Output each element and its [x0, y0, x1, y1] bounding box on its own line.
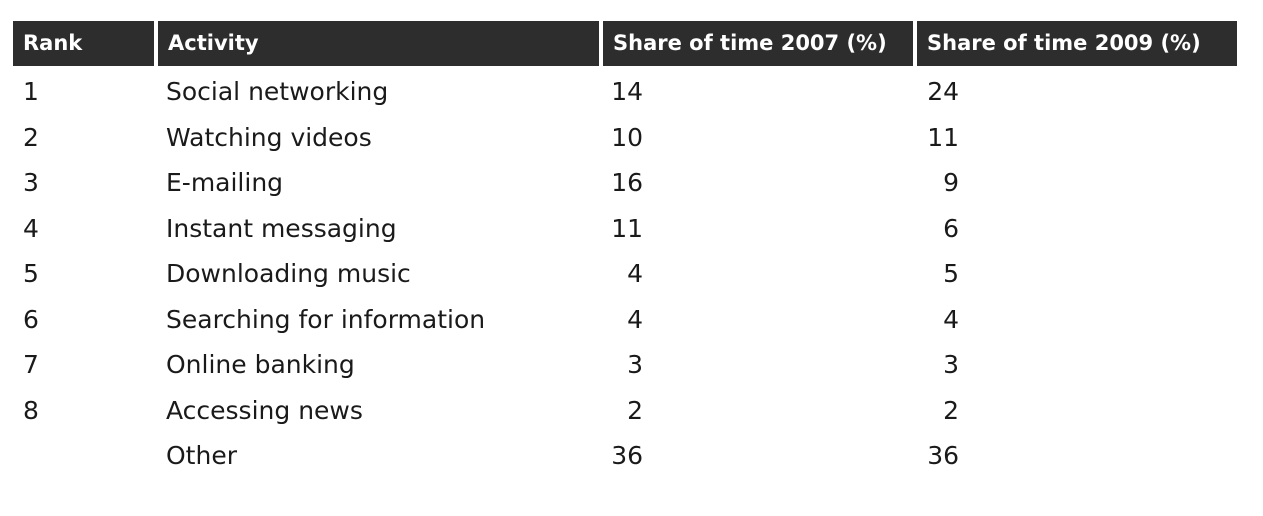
share-2007-cell: 10: [611, 122, 643, 152]
table-header-row: Rank Activity Share of time 2007 (%) Sha…: [13, 21, 1237, 66]
header-rank: Rank: [13, 21, 154, 66]
table-row: 6 Searching for information 4 4: [13, 297, 1237, 343]
rank-cell: 8: [23, 395, 39, 425]
share-2009-cell: 6: [943, 213, 959, 243]
table-row: 4 Instant messaging 11 6: [13, 206, 1237, 252]
table-row: 5 Downloading music 4 5: [13, 251, 1237, 297]
rank-cell: 6: [23, 304, 39, 334]
share-2009-cell: 24: [927, 77, 959, 106]
share-2009-cell: 3: [943, 350, 959, 379]
share-2009-cell: 36: [927, 441, 959, 470]
share-2009-cell: 4: [943, 304, 959, 334]
rank-cell: 1: [23, 77, 39, 106]
rank-cell: 4: [23, 213, 39, 243]
activity-cell: E-mailing: [166, 168, 284, 197]
share-2007-cell: 2: [627, 395, 643, 425]
activity-cell: Downloading music: [166, 259, 411, 288]
table-body: 1 Social networking 14 24 2 Watching videos 10…: [13, 66, 1237, 479]
share-2007-cell: 36: [611, 441, 643, 470]
rank-cell: 3: [23, 168, 39, 197]
header-share-2009: Share of time 2009 (%): [917, 21, 1237, 66]
share-2007-cell: 4: [627, 259, 643, 288]
table-row: 1 Social networking 14 24: [13, 69, 1237, 115]
share-2007-cell: 4: [627, 304, 643, 334]
share-2009-cell: 9: [943, 168, 959, 197]
table-row: Other 36 36: [13, 433, 1237, 479]
share-2007-cell: 3: [627, 350, 643, 379]
activity-cell: Instant messaging: [166, 213, 397, 243]
share-2009-cell: 2: [943, 395, 959, 425]
activity-cell: Searching for information: [166, 304, 486, 334]
activity-share-table: Rank Activity Share of time 2007 (%) Sha…: [13, 21, 1237, 479]
rank-cell: 2: [23, 122, 39, 152]
share-2007-cell: 16: [611, 168, 643, 197]
table-row: 8 Accessing news 2 2: [13, 388, 1237, 434]
activity-cell: Watching videos: [166, 122, 372, 152]
header-activity: Activity: [158, 21, 599, 66]
rank-cell: 7: [23, 350, 39, 379]
activity-cell: Online banking: [166, 350, 355, 379]
activity-cell: Accessing news: [166, 395, 363, 425]
rank-cell: 5: [23, 259, 39, 288]
share-2009-cell: 11: [927, 122, 959, 152]
activity-cell: Other: [166, 441, 237, 470]
table-row: 7 Online banking 3 3: [13, 342, 1237, 388]
share-2007-cell: 14: [611, 77, 643, 106]
header-share-2007: Share of time 2007 (%): [603, 21, 913, 66]
activity-cell: Social networking: [166, 77, 389, 106]
share-2009-cell: 5: [943, 259, 959, 288]
table-row: 2 Watching videos 10 11: [13, 115, 1237, 161]
table-row: 3 E-mailing 16 9: [13, 160, 1237, 206]
share-2007-cell: 11: [611, 213, 643, 243]
